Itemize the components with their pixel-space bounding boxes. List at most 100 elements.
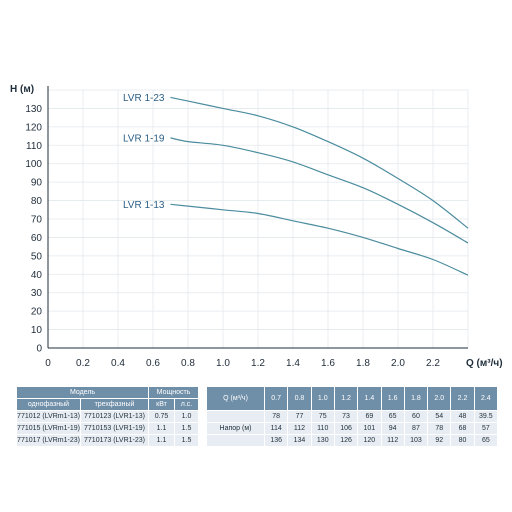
y-tick-label: 40 (31, 270, 43, 281)
q-value-header: 1.0 (310, 386, 335, 411)
head-row-label: Напор (м) (206, 422, 266, 435)
head-value: 78 (264, 410, 289, 423)
y-tick-label: 110 (26, 141, 42, 152)
head-value: 112 (287, 422, 312, 435)
y-tick-label: 80 (31, 196, 43, 207)
y-tick-label: 50 (31, 251, 43, 262)
y-tick-labels: 0 10 20 30 40 50 60 70 80 90 100 110 120 130 (25, 104, 42, 355)
single-phase-model: 771012 (LVRm1-13) (16, 410, 81, 423)
y-axis-label: Н (м) (10, 84, 34, 95)
q-value-header: 0.8 (287, 386, 312, 411)
table-header-row-1: Модель Мощность Q (м³/ч) 0.7 0.8 1.0 1.2… (15, 386, 499, 411)
row-gap (198, 434, 208, 447)
head-value: 57 (473, 422, 499, 435)
table-row: 771015 (LVRm1-19) 7710153 (LVR1-19) 1.1 … (16, 422, 499, 435)
table-row: 771017 (LVRm1-23) 7710173 (LVR1-23) 1.1 … (16, 434, 499, 447)
head-value: 136 (264, 434, 289, 447)
head-value: 48 (450, 410, 475, 423)
table-row: 771012 (LVRm1-13) 7710123 (LVR1-13) 0.75… (16, 410, 499, 423)
head-value: 106 (333, 422, 359, 435)
y-tick-label: 130 (25, 104, 42, 115)
head-value: 69 (357, 410, 382, 423)
head-value: 78 (427, 422, 452, 435)
series-line (170, 203, 469, 276)
head-value: 68 (450, 422, 475, 435)
q-header: Q (м³/ч) (206, 386, 266, 411)
x-tick-label: 1.2 (251, 358, 265, 369)
head-value: 114 (264, 422, 289, 435)
x-tick-label: 1.8 (356, 358, 370, 369)
three-phase-model: 7710123 (LVR1-13) (79, 410, 150, 423)
head-value: 92 (427, 434, 452, 447)
row-gap (198, 410, 208, 423)
x-tick-label: 2.2 (426, 358, 440, 369)
power-kw: 1.1 (148, 434, 176, 447)
x-tick-label: 1.6 (321, 358, 335, 369)
three-phase-model: 7710153 (LVR1-19) (79, 422, 150, 435)
y-tick-label: 90 (31, 178, 43, 189)
q-value-header: 1.6 (380, 386, 405, 411)
y-tick-label: 60 (31, 233, 43, 244)
x-axis-label: Q (м³/ч) (466, 358, 503, 369)
x-tick-label: 0.6 (146, 358, 160, 369)
three-phase-header: трехфазный (79, 398, 150, 411)
y-tick-label: 100 (25, 159, 42, 170)
series-label: LVR 1-23 (123, 93, 165, 104)
head-value: 77 (287, 410, 312, 423)
series-label: LVR 1-19 (123, 133, 165, 144)
three-phase-model: 7710173 (LVR1-23) (79, 434, 150, 447)
head-value: 65 (380, 410, 405, 423)
q-value-header: 1.2 (333, 386, 359, 411)
y-tick-label: 70 (31, 215, 43, 226)
y-tick-label: 120 (25, 122, 42, 133)
hp-header: л.с. (174, 398, 200, 411)
head-value: 54 (427, 410, 452, 423)
head-value: 73 (333, 410, 359, 423)
x-tick-label: 2.0 (391, 358, 405, 369)
head-value: 75 (310, 410, 335, 423)
power-hp: 1.5 (174, 422, 200, 435)
single-phase-model: 771017 (LVRm1-23) (16, 434, 81, 447)
power-hp: 1.5 (174, 434, 200, 447)
head-value: 130 (310, 434, 335, 447)
row-label-empty (206, 410, 266, 423)
head-value: 101 (357, 422, 382, 435)
row-gap (198, 422, 208, 435)
kw-header: кВт (148, 398, 176, 411)
series-line (170, 96, 469, 229)
q-value-header: 2.4 (473, 386, 499, 411)
y-tick-label: 0 (36, 344, 42, 355)
pump-spec-table: Модель Мощность Q (м³/ч) 0.7 0.8 1.0 1.2… (15, 386, 499, 447)
model-header: Модель (15, 386, 150, 399)
single-phase-model: 771015 (LVRm1-19) (16, 422, 81, 435)
series-line (170, 137, 469, 244)
x-tick-label: 1.4 (286, 358, 300, 369)
head-value: 39.5 (473, 410, 499, 423)
x-tick-label: 0.8 (181, 358, 195, 369)
power-kw: 1.1 (148, 422, 176, 435)
head-value: 103 (403, 434, 429, 447)
single-phase-header: однофазный (16, 398, 81, 411)
x-tick-label: 0.2 (76, 358, 90, 369)
head-value: 60 (403, 410, 429, 423)
chart-series: LVR 1-23 LVR 1-19 LVR 1-13 (123, 93, 469, 276)
head-value: 112 (380, 434, 405, 447)
head-value: 134 (287, 434, 312, 447)
head-value: 94 (380, 422, 405, 435)
q-value-header: 2.2 (450, 386, 475, 411)
chart-grid (48, 89, 469, 348)
header-gap (198, 386, 208, 411)
head-value: 126 (333, 434, 359, 447)
row-label-empty (206, 434, 266, 447)
power-kw: 0.75 (148, 410, 176, 423)
chart-axes (47, 86, 468, 349)
q-value-header: 1.8 (403, 386, 429, 411)
table-header-row-2: однофазный трехфазный кВт л.с. (16, 398, 498, 411)
x-tick-label: 0 (45, 358, 51, 369)
head-value: 120 (357, 434, 382, 447)
head-value: 80 (450, 434, 475, 447)
power-header: Мощность (148, 386, 200, 399)
head-value: 65 (473, 434, 499, 447)
head-value: 87 (403, 422, 429, 435)
